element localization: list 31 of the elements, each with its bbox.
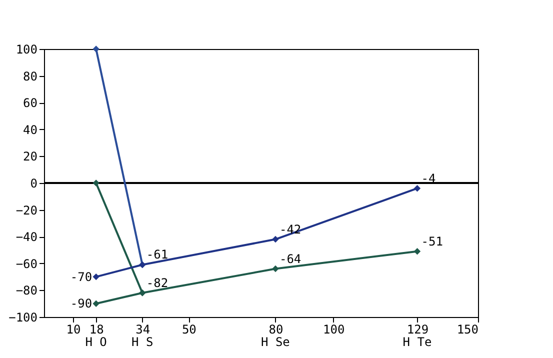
text: H O — [85, 335, 107, 349]
x-tick-label: 10 — [66, 322, 81, 336]
y-tick-label: −20 — [16, 203, 38, 218]
y-tick-label: −40 — [16, 230, 38, 244]
text: H S — [132, 335, 154, 349]
y-tick-label: 60 — [23, 96, 38, 110]
data-label: -90 — [70, 296, 92, 311]
x-tick-label: 150 — [456, 322, 478, 336]
data-label: -70 — [70, 270, 92, 284]
x-tick-label: 34 — [136, 322, 150, 336]
x-tick-label: 80 — [268, 322, 284, 336]
data-label: -82 — [146, 276, 168, 290]
data-label: -61 — [146, 248, 168, 262]
data-label: -4 — [421, 171, 436, 186]
data-label: -64 — [279, 252, 302, 266]
data-label: -42 — [279, 222, 302, 236]
y-tick-label: 80 — [23, 69, 38, 84]
text: H Te — [402, 335, 432, 349]
y-tick-label: 100 — [16, 42, 38, 56]
x-tick-label: 50 — [182, 322, 196, 336]
data-label: -51 — [421, 234, 443, 248]
x-tick-label: 18 — [89, 322, 104, 336]
y-tick-label: −60 — [16, 256, 38, 271]
text: H Se — [261, 335, 290, 349]
x-tick-label: 129 — [406, 322, 429, 336]
y-tick-label: −100 — [8, 310, 38, 324]
x-tick-label: 100 — [322, 322, 345, 336]
y-tick-label: 20 — [23, 150, 38, 164]
y-tick-label: 0 — [30, 176, 38, 190]
y-tick-label: 40 — [23, 122, 38, 137]
y-tick-label: −80 — [16, 284, 38, 298]
